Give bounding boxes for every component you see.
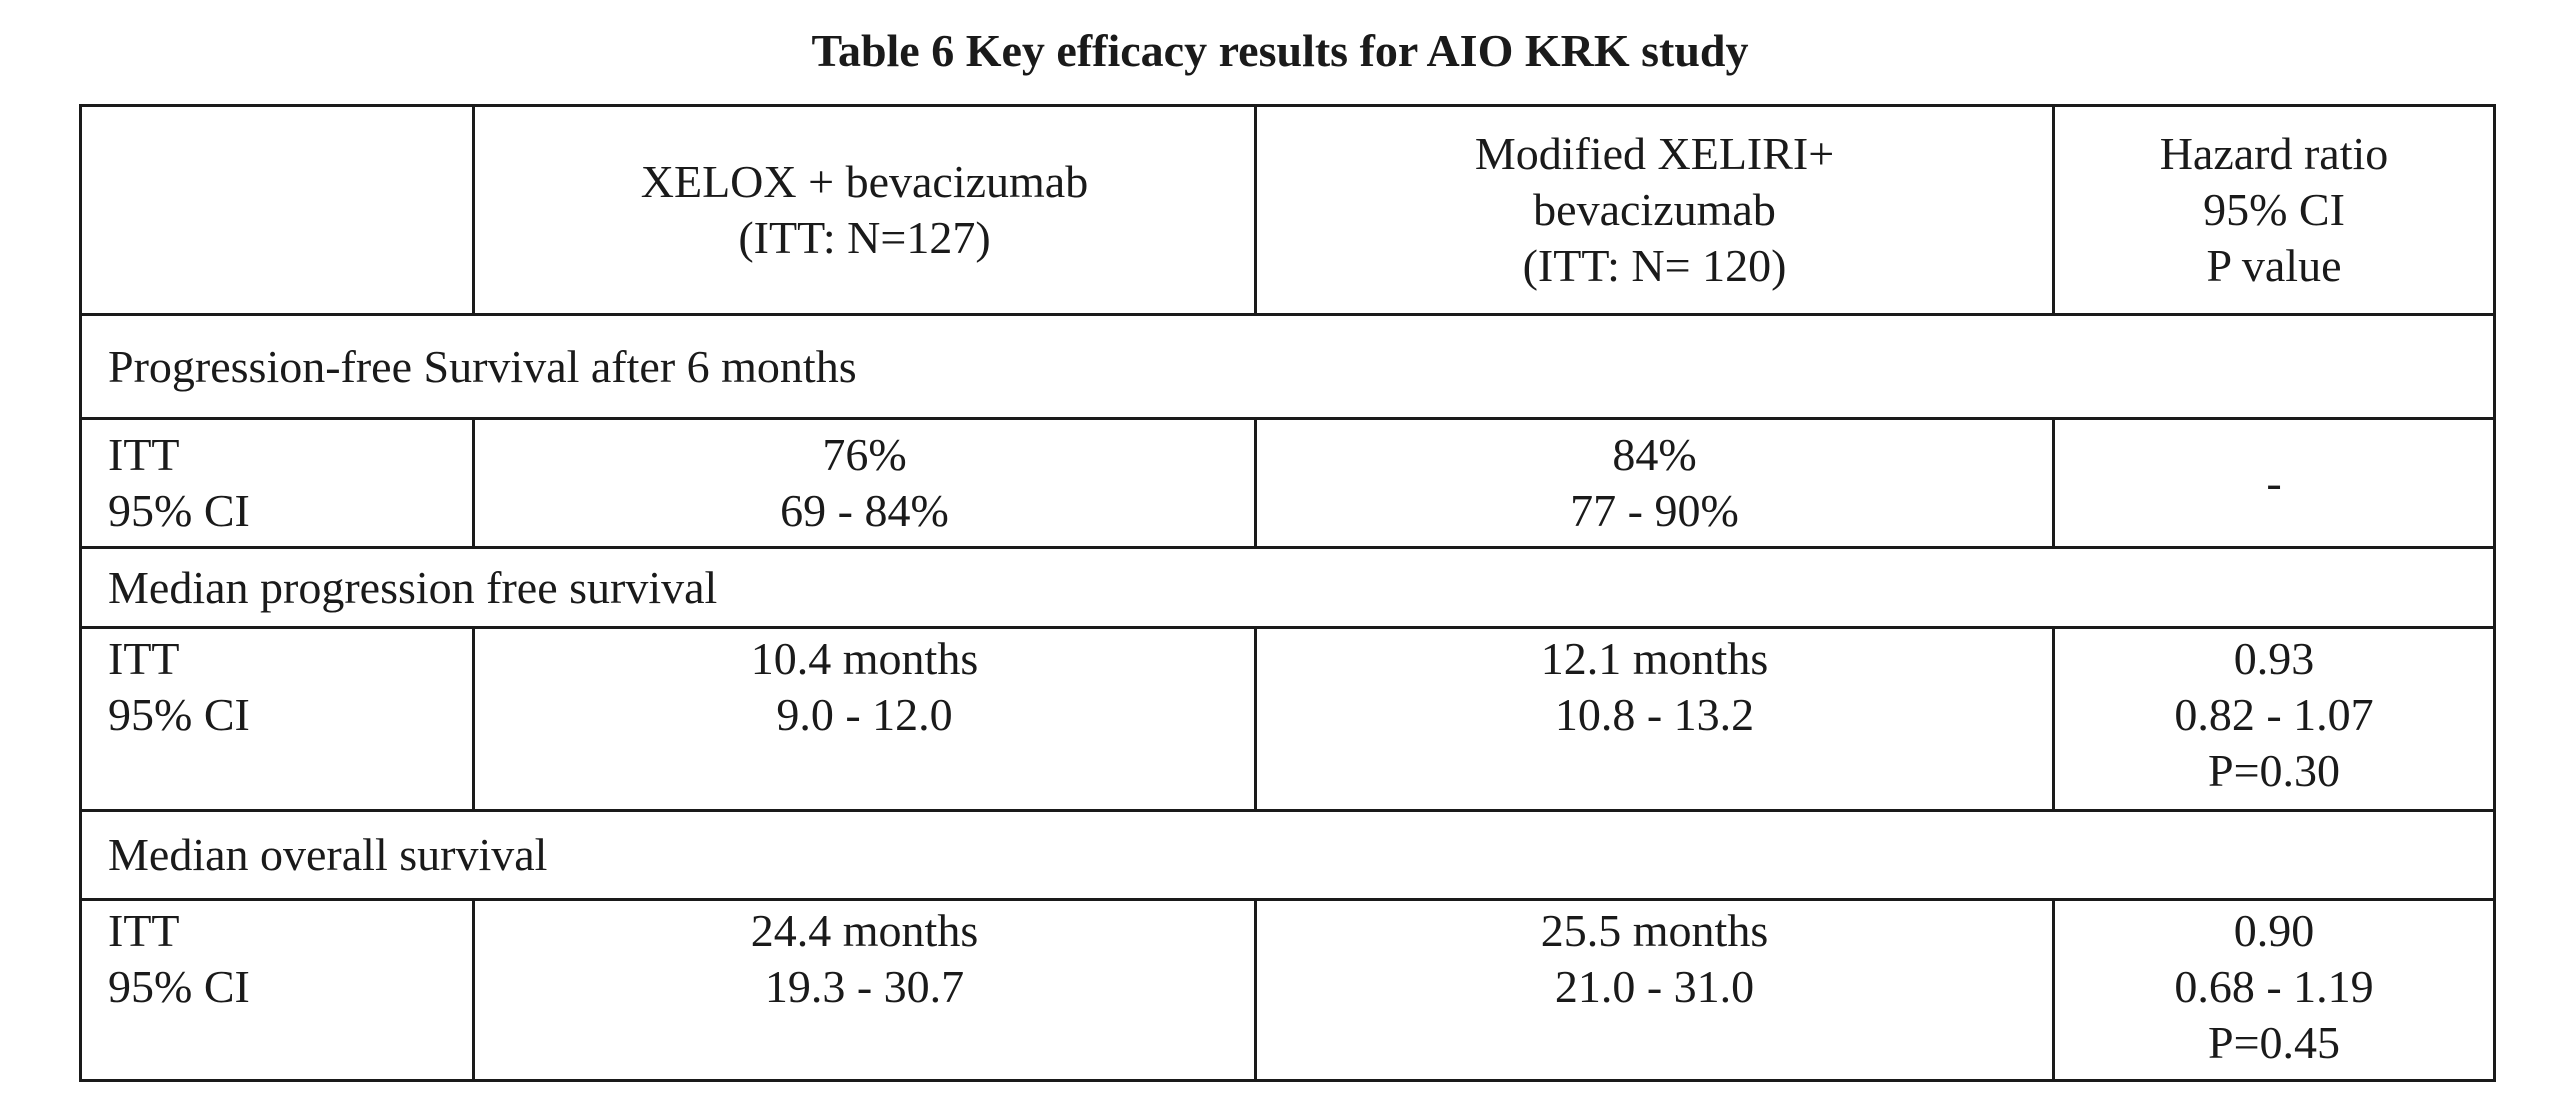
- table-row: ITT 95% CI 10.4 months 9.0 - 12.0 12.1 m…: [79, 626, 2496, 812]
- row-label: ITT 95% CI: [79, 626, 475, 812]
- value-line: 10.8 - 13.2: [1554, 689, 1755, 740]
- header-xelox-line: XELOX + bevacizumab: [640, 156, 1089, 207]
- row-label-line: ITT: [108, 429, 180, 480]
- xelox-value: 76% 69 - 84%: [472, 417, 1257, 549]
- value-line: 0.68 - 1.19: [2174, 961, 2374, 1012]
- header-xeliri-line: bevacizumab: [1533, 184, 1776, 235]
- section-title: Median progression free survival: [79, 546, 2496, 629]
- header-xeliri: Modified XELIRI+ bevacizumab (ITT: N= 12…: [1254, 104, 2055, 316]
- table-title: Table 6 Key efficacy results for AIO KRK…: [811, 25, 1749, 76]
- header-hazard-line: 95% CI: [2203, 184, 2345, 235]
- section-row: Progression-free Survival after 6 months: [79, 313, 2496, 420]
- row-label-line: 95% CI: [108, 485, 250, 536]
- row-label: ITT 95% CI: [79, 898, 475, 1082]
- table-row: ITT 95% CI 76% 69 - 84% 84% 77 - 90% -: [79, 417, 2496, 549]
- value-line: 19.3 - 30.7: [764, 961, 965, 1012]
- value-line: 24.4 months: [750, 905, 979, 956]
- efficacy-table: XELOX + bevacizumab (ITT: N=127) Modifie…: [79, 104, 2496, 1082]
- section-title: Median overall survival: [79, 809, 2496, 901]
- value-line: 25.5 months: [1540, 905, 1769, 956]
- hazard-value: -: [2052, 417, 2496, 549]
- header-empty-cell: [79, 104, 475, 316]
- xelox-value: 24.4 months 19.3 - 30.7: [472, 898, 1257, 1082]
- value-line: 9.0 - 12.0: [776, 689, 953, 740]
- value-line: P=0.30: [2207, 745, 2341, 796]
- xeliri-value: 12.1 months 10.8 - 13.2: [1254, 626, 2055, 812]
- value-line: 84%: [1612, 429, 1697, 480]
- xeliri-value: 25.5 months 21.0 - 31.0: [1254, 898, 2055, 1082]
- value-line: 76%: [822, 429, 907, 480]
- value-line: 69 - 84%: [780, 485, 949, 536]
- row-label-line: 95% CI: [108, 961, 250, 1012]
- section-row: Median overall survival: [79, 809, 2496, 901]
- row-label-line: 95% CI: [108, 689, 250, 740]
- row-label-line: ITT: [108, 905, 180, 956]
- header-xeliri-line: (ITT: N= 120): [1522, 240, 1787, 291]
- header-hazard: Hazard ratio 95% CI P value: [2052, 104, 2496, 316]
- row-label-line: ITT: [108, 633, 180, 684]
- header-xeliri-line: Modified XELIRI+: [1474, 128, 1835, 179]
- value-line: 10.4 months: [750, 633, 979, 684]
- hazard-value: 0.93 0.82 - 1.07 P=0.30: [2052, 626, 2496, 812]
- header-xelox: XELOX + bevacizumab (ITT: N=127): [472, 104, 1257, 316]
- value-line: 0.93: [2233, 633, 2315, 684]
- xeliri-value: 84% 77 - 90%: [1254, 417, 2055, 549]
- value-line: 12.1 months: [1540, 633, 1769, 684]
- header-xelox-line: (ITT: N=127): [738, 212, 991, 263]
- header-row: XELOX + bevacizumab (ITT: N=127) Modifie…: [79, 104, 2496, 316]
- hazard-value: 0.90 0.68 - 1.19 P=0.45: [2052, 898, 2496, 1082]
- section-row: Median progression free survival: [79, 546, 2496, 629]
- value-line: 0.82 - 1.07: [2174, 689, 2374, 740]
- value-line: -: [2266, 457, 2282, 508]
- value-line: 0.90: [2233, 905, 2315, 956]
- header-hazard-line: P value: [2206, 240, 2342, 291]
- value-line: P=0.45: [2207, 1017, 2341, 1068]
- section-title: Progression-free Survival after 6 months: [79, 313, 2496, 420]
- row-label: ITT 95% CI: [79, 417, 475, 549]
- value-line: 77 - 90%: [1570, 485, 1739, 536]
- xelox-value: 10.4 months 9.0 - 12.0: [472, 626, 1257, 812]
- table-row: ITT 95% CI 24.4 months 19.3 - 30.7 25.5 …: [79, 898, 2496, 1082]
- value-line: 21.0 - 31.0: [1554, 961, 1755, 1012]
- header-hazard-line: Hazard ratio: [2159, 128, 2389, 179]
